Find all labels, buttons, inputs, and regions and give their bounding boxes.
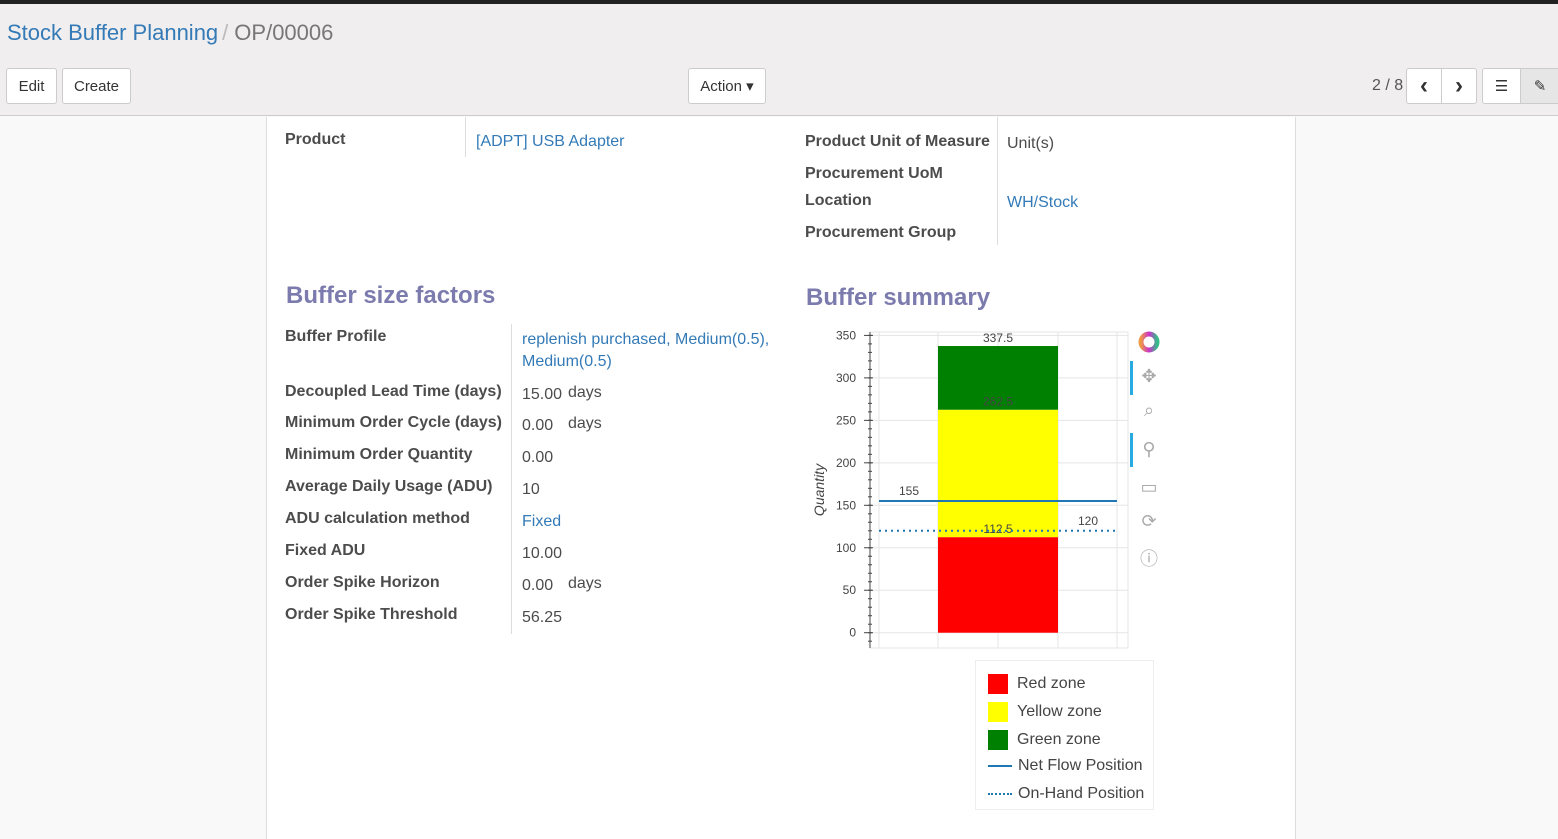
form-view-button[interactable]: ✎ xyxy=(1520,68,1558,104)
y-tick-label: 350 xyxy=(836,328,856,342)
factor-value: 0.00 xyxy=(522,577,554,594)
factor-label: Decoupled Lead Time (days) xyxy=(285,383,502,400)
pager-value: 2 / 8 xyxy=(1372,77,1404,94)
legend-swatch xyxy=(988,765,1012,767)
y-tick-label: 200 xyxy=(836,456,856,470)
y-tick-label: 100 xyxy=(836,541,856,555)
legend-label: Net Flow Position xyxy=(1018,757,1143,774)
bar-red-zone xyxy=(938,537,1058,633)
product-link[interactable]: [ADPT] USB Adapter xyxy=(476,133,625,150)
breadcrumb-parent-link[interactable]: Stock Buffer Planning xyxy=(7,20,219,45)
y-tick-label: 300 xyxy=(836,371,856,385)
legend-label: Green zone xyxy=(1017,731,1101,748)
factor-value-cont[interactable]: Medium(0.5) xyxy=(522,353,612,370)
pager-previous-button[interactable]: ‹ xyxy=(1406,68,1442,104)
bokeh-logo-icon[interactable] xyxy=(1138,331,1160,353)
y-tick-label: 250 xyxy=(836,413,856,427)
legend-label: Red zone xyxy=(1017,675,1086,692)
factor-unit: days xyxy=(568,575,602,592)
factor-value[interactable]: replenish purchased, Medium(0.5), xyxy=(522,331,770,348)
factor-label: Minimum Order Quantity xyxy=(285,446,473,463)
factor-label: Buffer Profile xyxy=(285,328,387,345)
buffer-size-factors-title: Buffer size factors xyxy=(286,282,496,309)
legend-swatch xyxy=(988,730,1008,750)
legend-swatch xyxy=(988,702,1008,722)
breadcrumb: Stock Buffer Planning / OP/00006 xyxy=(7,20,334,45)
legend-label: Yellow zone xyxy=(1017,703,1102,720)
legend-item-green: Green zone xyxy=(988,730,1101,750)
y-tick-label: 50 xyxy=(843,583,857,597)
uom-value: Unit(s) xyxy=(1007,135,1055,152)
factor-value: 10.00 xyxy=(522,545,563,562)
control-panel: Stock Buffer Planning / OP/00006 Edit Crea… xyxy=(0,4,1558,116)
y-tick-label: 150 xyxy=(836,498,856,512)
y-axis-label: Quantity xyxy=(811,463,827,516)
factor-label: Order Spike Threshold xyxy=(285,606,458,623)
edit-icon: ✎ xyxy=(1533,78,1547,95)
line-data-label: 155 xyxy=(899,484,919,498)
factor-value: 0.00 xyxy=(522,417,554,434)
breadcrumb-current: OP/00006 xyxy=(234,20,334,45)
uom-label: Product Unit of Measure xyxy=(805,133,990,150)
active-tool-indicator xyxy=(1130,361,1133,395)
bar-data-label: 337.5 xyxy=(983,331,1013,345)
procurement-group-label: Procurement Group xyxy=(805,224,957,241)
bar-data-label: 262.5 xyxy=(983,395,1013,409)
factor-value[interactable]: Fixed xyxy=(522,513,562,530)
help-icon[interactable]: ⓘ xyxy=(1140,549,1158,569)
location-label: Location xyxy=(805,192,872,209)
legend-swatch xyxy=(988,793,1012,795)
factor-unit: days xyxy=(568,415,602,432)
reset-icon[interactable]: ⟳ xyxy=(1141,511,1157,531)
factor-label: Order Spike Horizon xyxy=(285,574,440,591)
legend-item-net-flow: Net Flow Position xyxy=(988,757,1143,775)
bar-data-label: 112.5 xyxy=(983,522,1012,536)
bar-green-zone xyxy=(938,346,1058,410)
save-icon[interactable]: ▭ xyxy=(1140,477,1158,497)
top-bar xyxy=(0,0,1558,4)
factor-label: Fixed ADU xyxy=(285,542,366,559)
pager-next-button[interactable]: › xyxy=(1441,68,1477,104)
pan-icon[interactable]: ✥ xyxy=(1141,366,1157,386)
factor-value: 0.00 xyxy=(522,449,554,466)
active-tool-indicator xyxy=(1130,433,1133,467)
legend-item-yellow: Yellow zone xyxy=(988,702,1102,722)
create-button[interactable]: Create xyxy=(62,68,131,104)
legend-swatch xyxy=(988,674,1008,694)
location-link[interactable]: WH/Stock xyxy=(1007,194,1079,211)
factor-label: Average Daily Usage (ADU) xyxy=(285,478,493,495)
divider xyxy=(511,324,512,634)
factor-value: 56.25 xyxy=(522,609,563,626)
divider xyxy=(997,117,998,245)
list-icon: ☰ xyxy=(1494,78,1509,95)
chart-legend: Red zone Yellow zone Green zone Net Flow… xyxy=(975,660,1154,810)
legend-item-red: Red zone xyxy=(988,674,1086,694)
bar-yellow-zone xyxy=(938,409,1058,538)
action-dropdown[interactable]: Action ▾ xyxy=(688,68,766,104)
buffer-summary-title: Buffer summary xyxy=(806,284,991,311)
legend-item-on-hand: On-Hand Position xyxy=(988,785,1144,803)
factor-label: ADU calculation method xyxy=(285,510,470,527)
factor-value: 15.00 xyxy=(522,386,563,403)
edit-button[interactable]: Edit xyxy=(6,68,57,104)
wheel-zoom-icon[interactable]: ⚲ xyxy=(1142,439,1156,459)
line-data-label: 120 xyxy=(1078,514,1098,528)
procurement-uom-label: Procurement UoM xyxy=(805,165,943,182)
factor-unit: days xyxy=(568,384,602,401)
list-view-button[interactable]: ☰ xyxy=(1482,68,1521,104)
y-tick-label: 0 xyxy=(849,626,856,640)
factor-value: 10 xyxy=(522,481,540,498)
divider xyxy=(465,117,466,157)
box-zoom-icon[interactable]: ⌕ xyxy=(1143,400,1155,420)
factor-label: Minimum Order Cycle (days) xyxy=(285,414,502,431)
product-label: Product xyxy=(285,131,346,148)
legend-label: On-Hand Position xyxy=(1018,785,1145,802)
